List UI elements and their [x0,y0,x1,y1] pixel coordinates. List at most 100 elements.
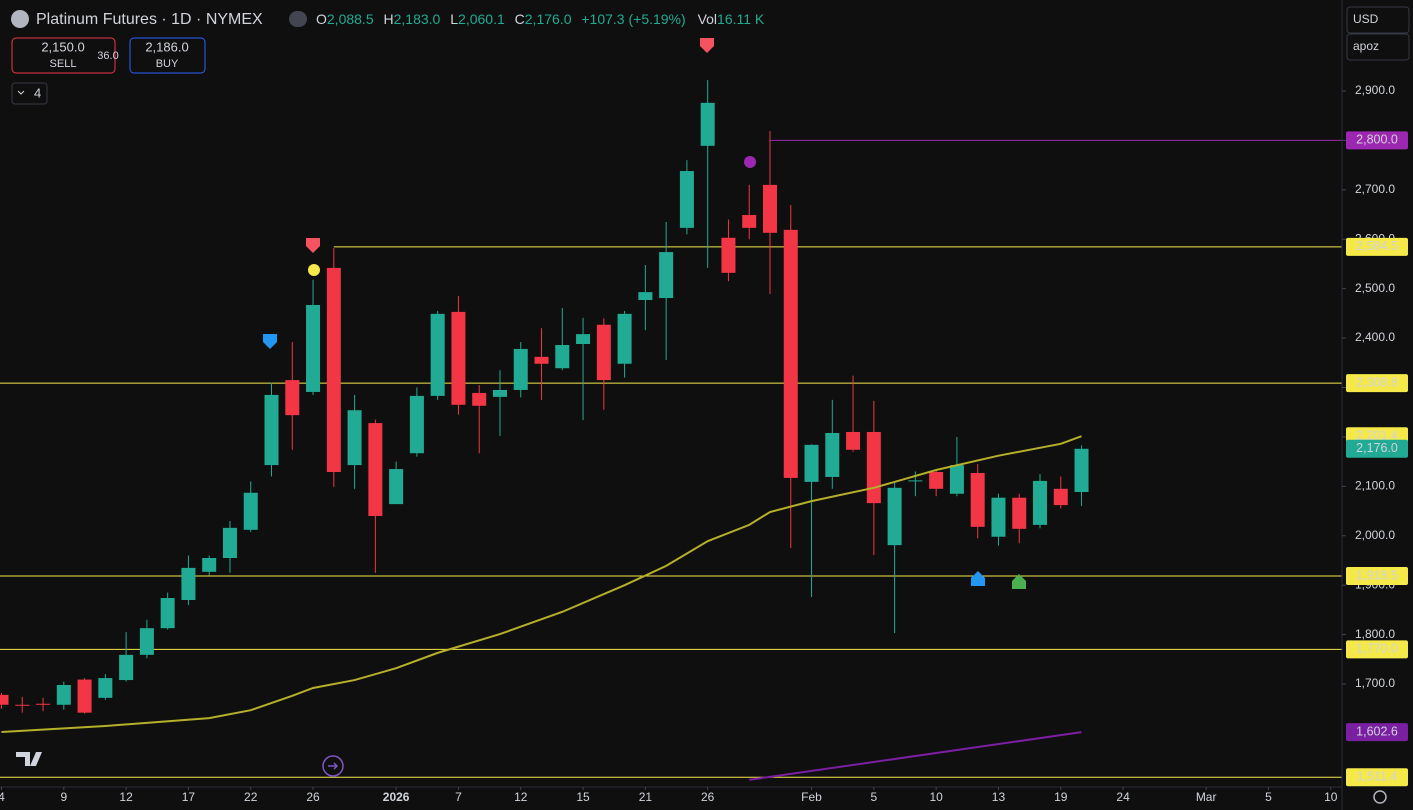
x-tick-label: 10 [1324,790,1338,804]
price-tag-label: 2,308.8 [1356,375,1398,389]
price-tag [1346,237,1408,256]
candle-body [409,395,424,454]
spread: 36.0 [97,50,118,62]
x-tick-label: 5 [1265,790,1272,804]
price-tag-label: 2,176.0 [1356,441,1398,455]
buy-button[interactable] [129,37,206,74]
price-tag-label: 2,201.4 [1356,429,1398,443]
buy-marker [1012,574,1026,589]
candle-body [222,527,237,558]
toggle[interactable] [289,11,307,27]
candle-body [866,431,881,504]
scale-button[interactable] [1346,33,1410,61]
indicators-toggle[interactable] [11,82,48,105]
settings-icon[interactable] [1373,790,1387,804]
y-tick-label: 2,400.0 [1355,330,1395,344]
candle-body [326,267,341,473]
x-tick-label: 2026 [383,790,410,804]
alert-icon [744,156,756,168]
x-tick-label: 17 [182,790,196,804]
sell-button[interactable] [11,37,116,74]
candle-body [77,679,92,713]
candle-body [36,703,51,705]
candle-body [513,348,528,390]
candle-body [825,432,840,477]
x-tick-label: 12 [119,790,133,804]
sell-price: 2,150.0 [41,39,84,54]
price-tag-label: 1,918.5 [1356,568,1398,582]
candle-body [534,356,549,364]
plot-area [0,80,1342,781]
price-tag [1346,131,1408,150]
candle-body [908,480,923,482]
alert-icon [308,264,320,276]
price-tag [1346,768,1408,787]
x-tick-label: 26 [306,790,320,804]
y-tick-label: 2,700.0 [1355,182,1395,196]
replay-icon[interactable] [322,755,344,777]
price-tag-label: 1,770.0 [1356,642,1398,656]
candle-body [98,678,113,698]
x-tick-label: 9 [60,790,67,804]
candle-body [742,215,757,228]
candle-body [1012,497,1027,529]
ohlc-line: O2,088.5 H2,183.0 L2,060.1 C2,176.0 +107… [316,11,765,27]
candle-body [243,492,258,530]
ohlc-value: 2,183.0 [394,11,441,27]
currency-button[interactable] [1346,6,1410,34]
candle-body [638,292,653,301]
candle-body [181,567,196,600]
x-tick-label: 24 [1116,790,1130,804]
trend-line [749,731,1082,781]
sell-marker [306,238,320,253]
candle-body [887,487,902,546]
price-tag-label: 1,511.4 [1357,770,1398,784]
candle-body [762,184,777,233]
x-tick-label: Mar [1196,790,1217,804]
candle-body [1074,448,1089,493]
candle-body [804,444,819,482]
candle-body [368,423,383,516]
currency: USD [1353,12,1379,26]
candle-body [430,313,445,396]
x-tick-label: 15 [576,790,590,804]
candle-body [700,102,715,146]
candle-body [160,598,175,629]
candle-body [596,324,611,381]
candle-body [1033,480,1048,525]
x-tick-label: 12 [514,790,528,804]
candle-body [139,628,154,655]
candle-body [15,704,30,706]
ohlc-value: 2,176.0 [525,11,572,27]
candle-body [970,472,985,527]
change: +107.3 (+5.19%) [581,11,685,27]
moving-average [1,435,1082,733]
x-tick-label: 10 [929,790,943,804]
candle-body [56,684,71,705]
candle-body [846,431,861,450]
ohlc-key: L [450,11,458,27]
scale-mode: apoz [1353,39,1379,53]
x-tick-label: 26 [701,790,715,804]
sell-label: SELL [50,58,77,70]
price-tag [1346,439,1408,458]
candle-body [285,380,300,416]
buy-marker [971,571,985,586]
y-tick-label: 2,000.0 [1355,528,1395,542]
candle-body [659,252,674,299]
ohlc-key: C [515,11,525,27]
candle-body [0,694,9,705]
logo [16,752,42,766]
buy-label: BUY [156,58,179,70]
candle-body [389,469,404,505]
price-tag-label: 2,584.5 [1356,239,1398,253]
x-tick-label: 13 [992,790,1006,804]
buy-price: 2,186.0 [145,39,188,54]
price-tag [1346,374,1408,393]
vol-key: Vol [698,11,717,27]
candle-body [576,334,591,345]
y-tick-label: 2,900.0 [1355,83,1395,97]
candle-body [679,171,694,228]
